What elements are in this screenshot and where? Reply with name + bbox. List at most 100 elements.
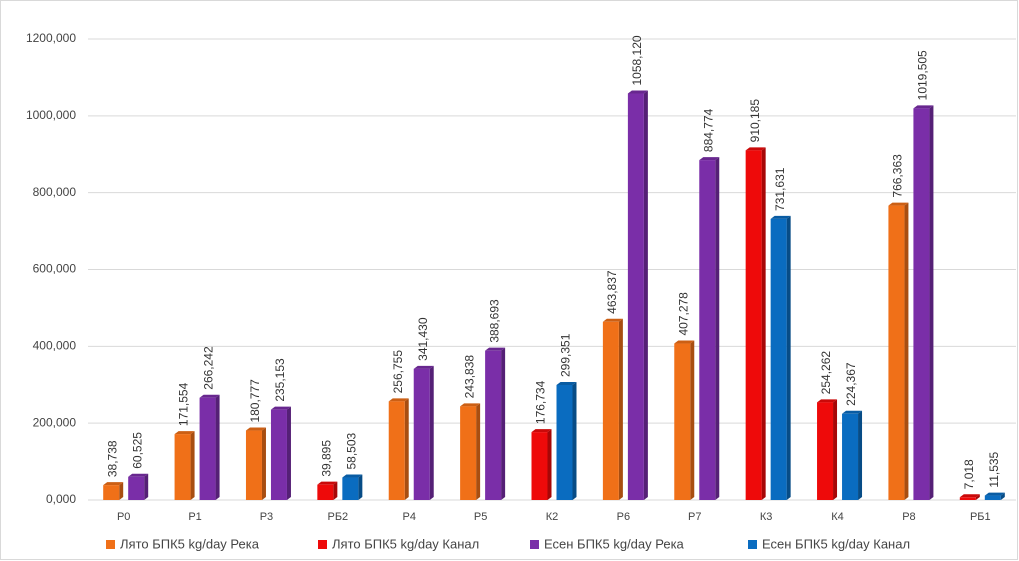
bar	[317, 484, 334, 500]
bar-side	[404, 398, 409, 500]
value-label: 176,734	[534, 380, 548, 424]
value-label: 731,631	[773, 167, 787, 211]
bar-side	[715, 157, 720, 501]
bar-top	[959, 494, 980, 498]
bar-side	[144, 473, 149, 500]
value-label: 299,351	[559, 333, 573, 377]
bar-side	[618, 318, 623, 500]
value-label: 60,525	[130, 432, 144, 469]
legend-label: Есен БПК5 kg/day Река	[544, 536, 685, 551]
bar-side	[690, 340, 695, 500]
bar-top	[770, 215, 791, 219]
x-tick-label: Р4	[402, 511, 415, 523]
bar-side	[476, 403, 481, 500]
legend-label: Лято БПК5 kg/day Река	[120, 536, 260, 551]
bar	[174, 434, 191, 500]
bar-side	[190, 431, 195, 500]
bar-side	[858, 410, 863, 500]
y-tick-label: 1000,000	[26, 108, 76, 122]
bar-top	[913, 105, 934, 109]
bar-side	[786, 215, 791, 500]
bar-top	[556, 381, 577, 385]
legend-swatch	[106, 540, 115, 549]
legend-swatch	[748, 540, 757, 549]
bar	[103, 485, 120, 500]
value-label: 58,503	[345, 432, 359, 469]
y-tick-label: 0,000	[46, 492, 76, 506]
bar-side	[572, 381, 577, 500]
value-label: 224,367	[844, 362, 858, 406]
bar-top	[627, 90, 648, 94]
bar	[627, 93, 644, 501]
bar-top	[531, 429, 552, 433]
bar-top	[245, 427, 266, 431]
value-label: 38,738	[105, 440, 119, 477]
legend-swatch	[530, 540, 539, 549]
x-tick-label: Р1	[188, 511, 201, 523]
bar	[602, 321, 619, 500]
x-tick-label: Р6	[617, 511, 630, 523]
value-label: 463,837	[605, 270, 619, 314]
bar-side	[358, 474, 363, 500]
value-label: 256,755	[391, 350, 405, 394]
bar	[485, 350, 502, 500]
bar-top	[270, 406, 291, 410]
bar	[270, 409, 287, 500]
x-tick-label: К2	[546, 511, 559, 523]
bar-side	[119, 482, 124, 500]
bar	[342, 477, 359, 500]
bar-side	[261, 427, 266, 500]
bar	[984, 495, 1001, 500]
legend-label: Есен БПК5 kg/day Канал	[762, 536, 910, 551]
bar	[388, 401, 405, 500]
value-label: 266,242	[202, 346, 216, 390]
bar-top	[984, 492, 1005, 496]
legend-label: Лято БПК5 kg/day Канал	[332, 536, 479, 551]
bar-side	[833, 399, 838, 500]
y-tick-label: 800,000	[33, 185, 77, 199]
value-label: 407,278	[676, 292, 690, 336]
x-tick-label: К3	[760, 511, 773, 523]
bar-top	[317, 481, 338, 485]
value-label: 7,018	[962, 459, 976, 489]
bar	[413, 368, 430, 500]
bar-top	[174, 431, 195, 435]
bar	[674, 343, 691, 500]
x-tick-label: РБ2	[328, 511, 349, 523]
bar-side	[1000, 492, 1005, 500]
x-tick-label: Р7	[688, 511, 701, 523]
bar-top	[342, 474, 363, 478]
bar-top	[745, 147, 766, 151]
y-tick-label: 400,000	[33, 339, 77, 353]
value-label: 11,535	[987, 451, 1001, 487]
bar-side	[547, 429, 552, 500]
value-label: 254,262	[819, 351, 833, 395]
bar-top	[485, 347, 506, 351]
bar	[199, 397, 216, 500]
bar-top	[888, 202, 909, 206]
bar-top	[388, 398, 409, 402]
x-tick-label: Р8	[902, 511, 915, 523]
bar-side	[975, 494, 980, 500]
bar-side	[429, 365, 434, 500]
x-tick-label: РБ1	[970, 511, 991, 523]
bar-side	[643, 90, 648, 501]
bar	[245, 430, 262, 500]
bar	[888, 205, 905, 501]
bar-top	[602, 318, 623, 322]
bar-side	[286, 406, 291, 500]
value-label: 1058,120	[630, 35, 644, 85]
value-label: 388,693	[487, 299, 501, 343]
bar	[842, 413, 859, 500]
bar-top	[817, 399, 838, 403]
bar	[959, 497, 976, 500]
bar-top	[460, 403, 481, 407]
y-tick-label: 200,000	[33, 415, 77, 429]
x-tick-label: Р3	[260, 511, 273, 523]
value-label: 180,777	[248, 379, 262, 423]
value-label: 1019,505	[916, 50, 930, 100]
value-label: 39,895	[320, 440, 334, 477]
bar	[745, 150, 762, 500]
bar-side	[929, 105, 934, 501]
